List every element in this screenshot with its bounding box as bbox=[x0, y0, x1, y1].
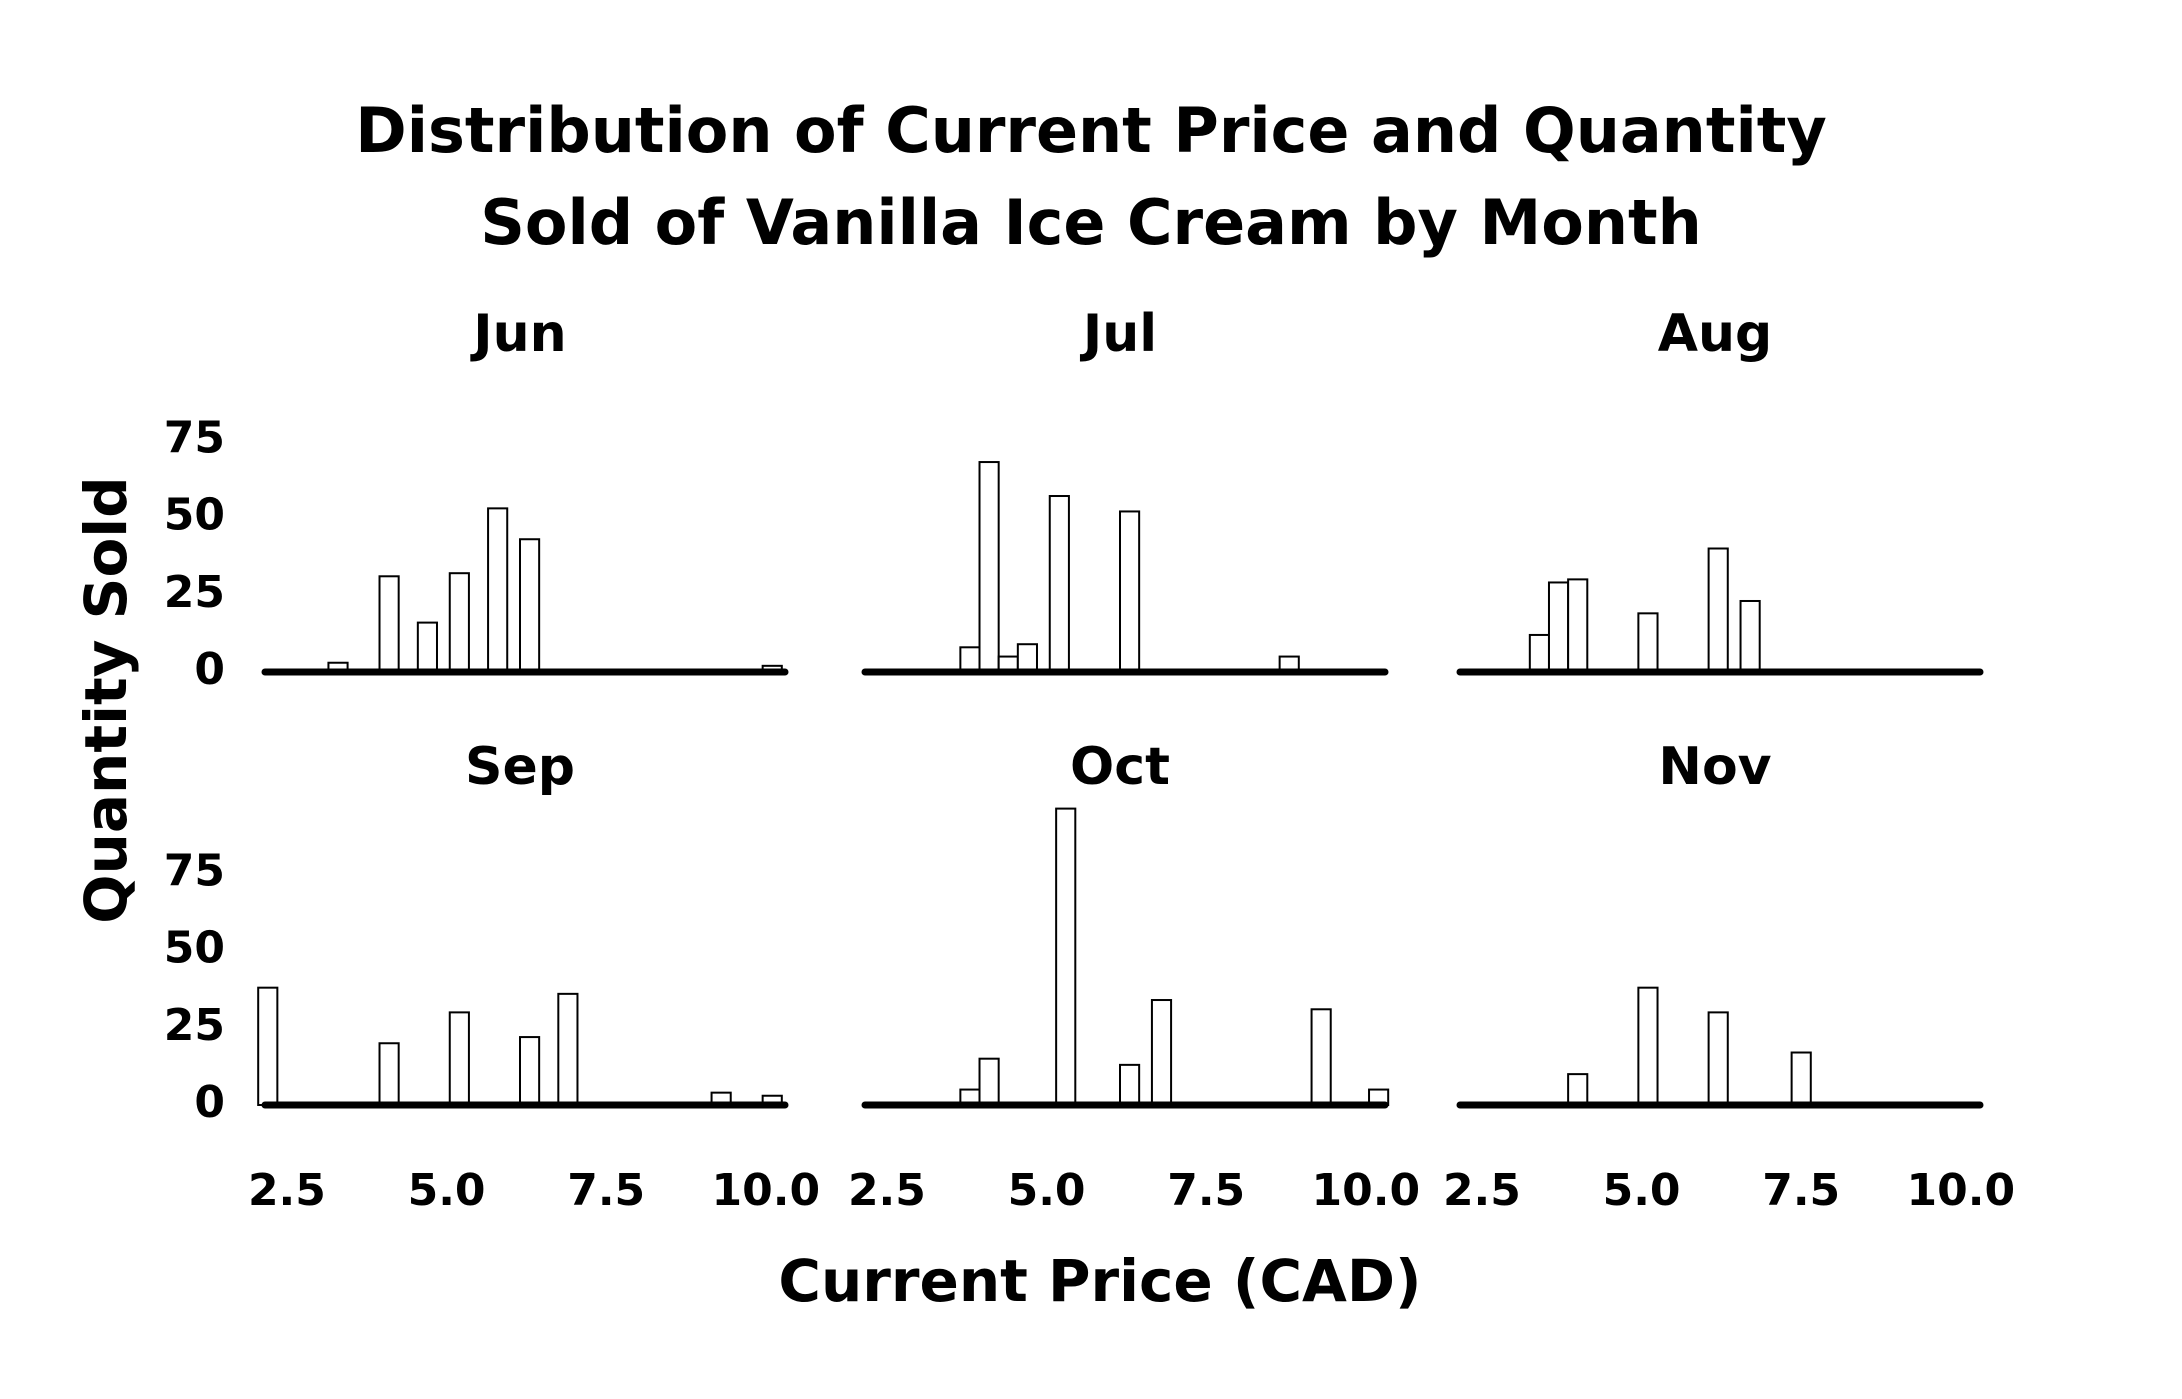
chart-title: Distribution of Current Price and Quanti… bbox=[355, 94, 1827, 259]
bar bbox=[1637, 986, 1659, 1106]
bar bbox=[1310, 1008, 1332, 1106]
bar bbox=[978, 1057, 1000, 1106]
bar bbox=[978, 461, 1000, 673]
y-tick-label: 75 bbox=[164, 412, 225, 463]
bar bbox=[1790, 1051, 1812, 1106]
bar bbox=[1119, 510, 1141, 674]
y-tick-label: 0 bbox=[194, 1077, 225, 1128]
bar bbox=[557, 992, 579, 1106]
x-tick-label: 5.0 bbox=[408, 1165, 486, 1216]
bar bbox=[1637, 612, 1659, 674]
bar bbox=[448, 572, 470, 674]
y-tick-label: 50 bbox=[164, 923, 225, 974]
x-tick-label: 7.5 bbox=[567, 1165, 645, 1216]
bar bbox=[1119, 1063, 1141, 1107]
x-tick-label: 10.0 bbox=[712, 1165, 821, 1216]
panel-title: Jun bbox=[470, 304, 566, 364]
x-tick-label: 5.0 bbox=[1008, 1165, 1086, 1216]
bar bbox=[1707, 1011, 1729, 1106]
panel-title: Sep bbox=[465, 737, 575, 797]
x-tick-label: 10.0 bbox=[1312, 1165, 1421, 1216]
bar bbox=[519, 1036, 541, 1106]
bar bbox=[959, 646, 981, 673]
panel-title: Aug bbox=[1658, 304, 1773, 364]
panel-title: Nov bbox=[1658, 737, 1771, 797]
x-tick-label: 2.5 bbox=[248, 1165, 326, 1216]
x-tick-label: 7.5 bbox=[1167, 1165, 1245, 1216]
y-tick-label: 75 bbox=[164, 845, 225, 896]
bar bbox=[1150, 999, 1173, 1107]
y-tick-label: 25 bbox=[164, 567, 225, 618]
x-tick-label: 2.5 bbox=[848, 1165, 926, 1216]
bar bbox=[378, 575, 400, 673]
bar bbox=[416, 621, 438, 673]
bar bbox=[1567, 1073, 1589, 1106]
bar bbox=[1016, 643, 1038, 674]
x-tick-label: 5.0 bbox=[1603, 1165, 1681, 1216]
y-tick-label: 0 bbox=[194, 644, 225, 695]
x-axis-label: Current Price (CAD) bbox=[778, 1247, 1421, 1315]
y-tick-label: 25 bbox=[164, 1000, 225, 1051]
y-tick-label: 50 bbox=[164, 490, 225, 541]
bar bbox=[378, 1042, 400, 1106]
bar bbox=[257, 986, 279, 1106]
bar bbox=[1567, 578, 1589, 673]
panel-title: Oct bbox=[1070, 737, 1170, 797]
x-tick-label: 2.5 bbox=[1443, 1165, 1521, 1216]
bar bbox=[1048, 495, 1070, 674]
bar bbox=[487, 507, 509, 673]
bar bbox=[448, 1011, 470, 1106]
bar bbox=[1528, 633, 1550, 674]
panel-title: Jul bbox=[1080, 304, 1157, 364]
bar bbox=[1055, 807, 1077, 1106]
y-axis-label: Quantity Sold bbox=[72, 476, 140, 923]
bar bbox=[1739, 599, 1761, 673]
bar bbox=[1547, 581, 1570, 674]
bar bbox=[1707, 547, 1729, 673]
x-tick-label: 7.5 bbox=[1762, 1165, 1840, 1216]
x-tick-label: 10.0 bbox=[1907, 1165, 2016, 1216]
bar bbox=[519, 538, 541, 673]
